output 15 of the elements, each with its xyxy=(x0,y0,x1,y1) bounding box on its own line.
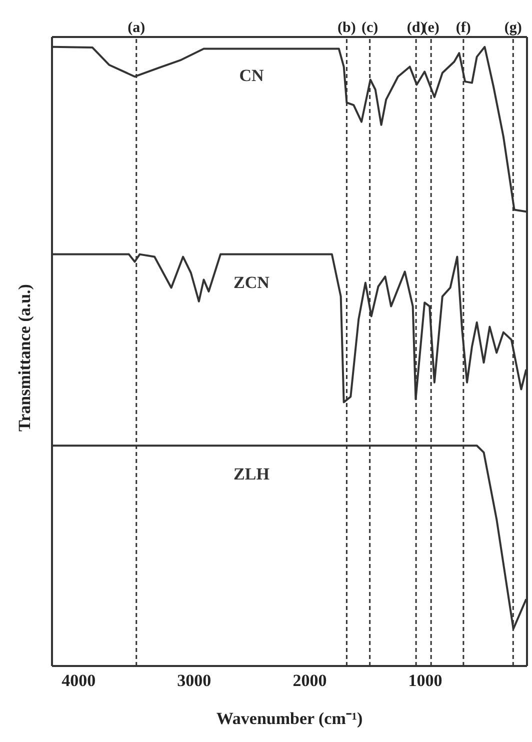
ref-line-label: (c) xyxy=(361,20,378,36)
x-axis-title: Wavenumber (cm⁻¹) xyxy=(216,709,363,728)
ref-line-label: (d) xyxy=(406,20,426,36)
x-tick-label: 1000 xyxy=(408,671,442,690)
series-label: ZLH xyxy=(234,464,270,484)
series-label: ZCN xyxy=(234,273,270,292)
ref-line-label: (b) xyxy=(338,20,356,36)
ref-line-label: (a) xyxy=(128,20,146,36)
x-tick-label: 2000 xyxy=(292,671,327,690)
y-axis-title: Transmittance (a.u.) xyxy=(15,284,34,432)
x-tick-label: 4000 xyxy=(62,671,96,690)
ref-line-label: (f) xyxy=(456,20,471,36)
ref-line-label: (g) xyxy=(504,20,522,36)
series-label: CN xyxy=(239,66,264,85)
x-tick-label: 3000 xyxy=(177,671,212,690)
